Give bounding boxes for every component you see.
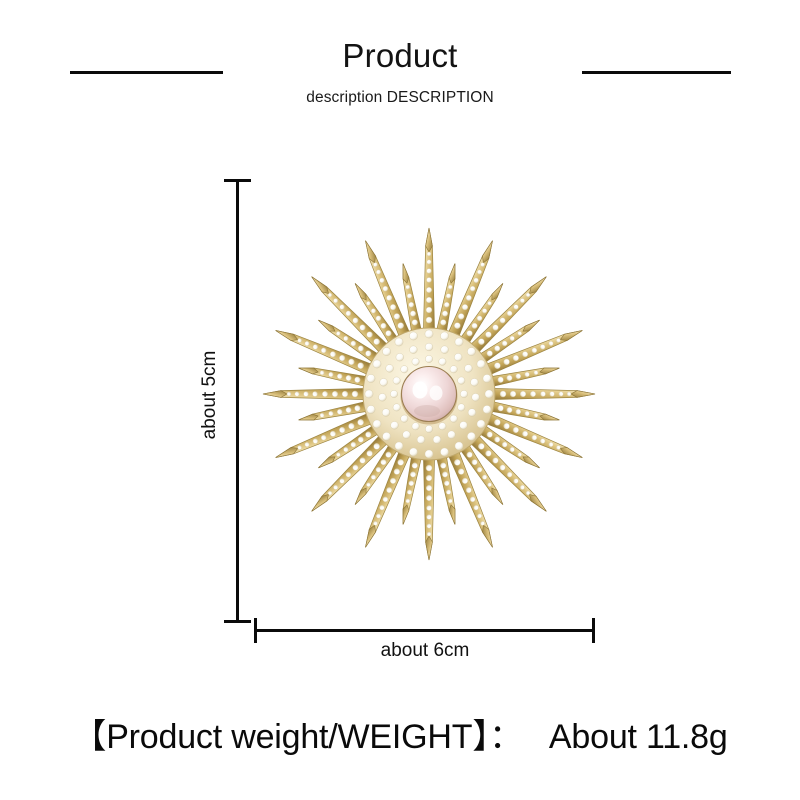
width-line bbox=[255, 629, 595, 632]
weight-line: 【Product weight/WEIGHT】： About 11.8g bbox=[72, 709, 727, 758]
product-weight-row: 【Product weight/WEIGHT】： About 11.8g bbox=[0, 703, 800, 763]
page-title: Product bbox=[342, 37, 458, 74]
weight-value: About 11.8g bbox=[548, 717, 728, 756]
height-label: about 5cm bbox=[199, 350, 220, 440]
height-line bbox=[236, 180, 239, 623]
header-rule-right bbox=[582, 71, 731, 74]
pave-ring-outer bbox=[364, 329, 494, 459]
centre-pearl bbox=[400, 365, 458, 425]
pave-ring-inner bbox=[390, 355, 468, 433]
pave-ring-middle bbox=[378, 342, 480, 444]
page-header: Product description DESCRIPTION bbox=[0, 0, 800, 130]
weight-label: 【Product weight/WEIGHT】： bbox=[72, 717, 523, 756]
width-label: about 6cm bbox=[380, 640, 470, 661]
page-subtitle: description DESCRIPTION bbox=[306, 89, 494, 106]
product-image bbox=[246, 168, 612, 620]
header-rule-left bbox=[70, 71, 223, 74]
height-cap-bottom bbox=[224, 620, 251, 623]
width-cap-right bbox=[592, 618, 595, 643]
brooch-illustration bbox=[262, 227, 596, 561]
